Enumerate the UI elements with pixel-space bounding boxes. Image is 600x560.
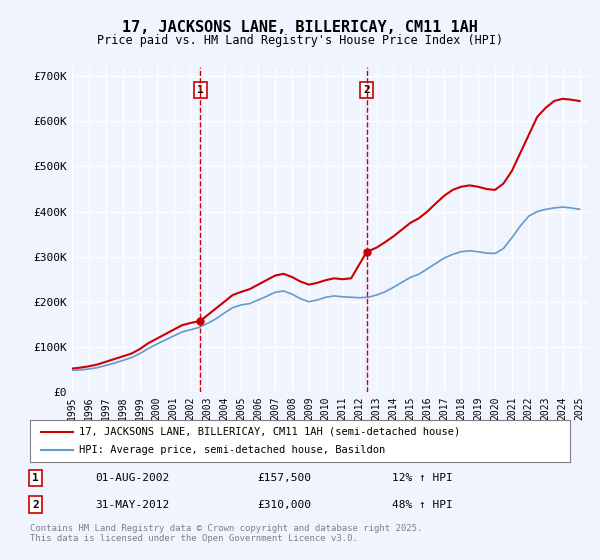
Text: 17, JACKSONS LANE, BILLERICAY, CM11 1AH: 17, JACKSONS LANE, BILLERICAY, CM11 1AH (122, 20, 478, 35)
Text: 12% ↑ HPI: 12% ↑ HPI (392, 473, 452, 483)
Text: 48% ↑ HPI: 48% ↑ HPI (392, 500, 452, 510)
Text: HPI: Average price, semi-detached house, Basildon: HPI: Average price, semi-detached house,… (79, 445, 385, 455)
Text: 2: 2 (32, 500, 39, 510)
Text: 1: 1 (32, 473, 39, 483)
Text: 01-AUG-2002: 01-AUG-2002 (95, 473, 169, 483)
Text: 1: 1 (197, 85, 203, 95)
Text: Price paid vs. HM Land Registry's House Price Index (HPI): Price paid vs. HM Land Registry's House … (97, 34, 503, 46)
Text: 17, JACKSONS LANE, BILLERICAY, CM11 1AH (semi-detached house): 17, JACKSONS LANE, BILLERICAY, CM11 1AH … (79, 427, 460, 437)
Text: £157,500: £157,500 (257, 473, 311, 483)
Text: £310,000: £310,000 (257, 500, 311, 510)
Text: 31-MAY-2012: 31-MAY-2012 (95, 500, 169, 510)
Text: 2: 2 (363, 85, 370, 95)
Text: Contains HM Land Registry data © Crown copyright and database right 2025.
This d: Contains HM Land Registry data © Crown c… (30, 524, 422, 543)
